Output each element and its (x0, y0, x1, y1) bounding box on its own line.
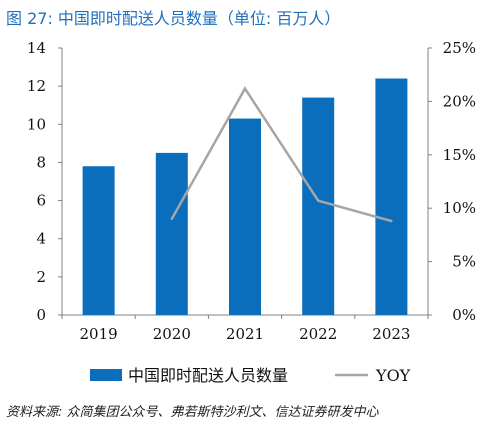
left-tick-label: 10 (27, 115, 46, 133)
x-tick-label: 2019 (80, 325, 118, 343)
left-tick-label: 6 (36, 192, 46, 210)
legend-label-line: YOY (375, 366, 411, 385)
bar (82, 166, 115, 315)
legend-label-bar: 中国即时配送人员数量 (128, 366, 288, 385)
right-tick-label: 20% (443, 92, 476, 110)
source-note: 资料来源: 众简集团公众号、弗若斯特沙利文、信达证券研发中心 (6, 405, 379, 420)
bar (229, 118, 261, 315)
right-tick-label: 5% (452, 253, 476, 271)
yoy-point (390, 219, 393, 223)
right-tick-label: 15% (443, 146, 476, 164)
left-tick-label: 14 (27, 39, 46, 57)
right-tick-label: 10% (443, 199, 476, 217)
x-tick-label: 2022 (299, 325, 337, 343)
x-tick-label: 2023 (372, 325, 410, 343)
left-tick-label: 2 (36, 268, 46, 286)
right-tick-label: 25% (443, 39, 476, 57)
bar (302, 97, 335, 315)
chart: 0 2 4 6 8 10 12 14 0% 5% 10% 15% 20% 25% 2019 2020 2021 2… (27, 39, 476, 385)
left-tick-label: 0 (36, 306, 46, 324)
yoy-point (170, 217, 173, 221)
bar (155, 152, 188, 315)
yoy-point (317, 199, 320, 202)
yoy-line (170, 86, 392, 223)
figure-title: 图 27: 中国即时配送人员数量（单位: 百万人） (6, 9, 341, 28)
yoy-point (243, 87, 247, 90)
right-tick-label: 0% (452, 306, 476, 324)
left-tick-label: 8 (36, 153, 46, 171)
bar (375, 78, 408, 315)
x-tick-label: 2020 (153, 325, 191, 343)
left-tick-label: 4 (36, 230, 46, 248)
legend-swatch-bar (90, 369, 122, 381)
x-tick-label: 2021 (226, 325, 264, 343)
left-tick-label: 12 (27, 77, 46, 95)
